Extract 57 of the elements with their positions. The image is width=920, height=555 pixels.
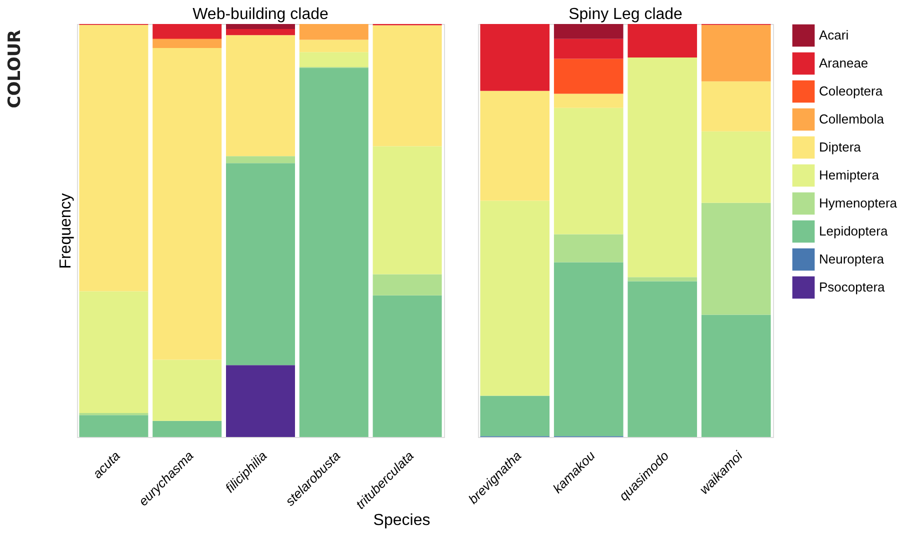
text: COLOUR bbox=[5, 30, 25, 108]
bar bbox=[554, 58, 624, 94]
bar bbox=[226, 24, 295, 29]
bar bbox=[628, 281, 698, 437]
bar bbox=[480, 396, 550, 436]
bar bbox=[152, 39, 222, 48]
chart-title: Spiny Leg clade bbox=[568, 6, 683, 23]
bar bbox=[554, 262, 624, 436]
legend-label: Hemiptera bbox=[819, 168, 880, 182]
legend-label: Acari bbox=[819, 28, 849, 42]
chart-title: Web-building clade bbox=[192, 6, 328, 23]
bar bbox=[152, 48, 222, 360]
legend-label: Psocoptera bbox=[819, 280, 886, 294]
bar bbox=[554, 38, 624, 59]
bar bbox=[226, 35, 295, 156]
bar bbox=[372, 25, 442, 146]
bar bbox=[628, 24, 698, 58]
bar bbox=[701, 24, 771, 82]
bar bbox=[299, 68, 368, 437]
bar bbox=[480, 24, 550, 91]
bar bbox=[628, 57, 698, 278]
bar bbox=[79, 24, 148, 292]
legend-label: Lepidoptera bbox=[819, 224, 888, 238]
bar bbox=[554, 24, 624, 39]
bar bbox=[79, 291, 148, 414]
bar bbox=[299, 52, 368, 67]
bar bbox=[480, 90, 550, 201]
bar bbox=[554, 234, 624, 262]
bar bbox=[701, 202, 771, 315]
bar bbox=[480, 200, 550, 396]
bar bbox=[299, 40, 368, 52]
bar bbox=[628, 277, 698, 282]
bar bbox=[701, 131, 771, 203]
bar bbox=[226, 28, 295, 36]
bar bbox=[152, 420, 222, 437]
legend-label: Diptera bbox=[819, 140, 862, 154]
bar bbox=[152, 24, 222, 38]
bar bbox=[299, 24, 368, 40]
bar bbox=[226, 156, 295, 164]
legend-label: Collembola bbox=[819, 112, 885, 126]
legend-label: Araneae bbox=[819, 56, 868, 70]
x-axis-title: Species bbox=[373, 512, 430, 529]
bar bbox=[372, 295, 442, 437]
bar bbox=[554, 94, 624, 108]
legend-label: Neuroptera bbox=[819, 252, 885, 266]
bar bbox=[226, 365, 295, 437]
bar bbox=[372, 146, 442, 274]
bar bbox=[79, 415, 148, 437]
bar bbox=[701, 314, 771, 437]
legend-label: Hymenoptera bbox=[819, 196, 898, 210]
legend-label: Coleoptera bbox=[819, 84, 884, 98]
bar bbox=[226, 163, 295, 366]
bar bbox=[554, 108, 624, 234]
bar bbox=[152, 360, 222, 421]
bar bbox=[372, 274, 442, 296]
y-axis-title: Frequency bbox=[58, 193, 74, 269]
bar bbox=[701, 81, 771, 132]
